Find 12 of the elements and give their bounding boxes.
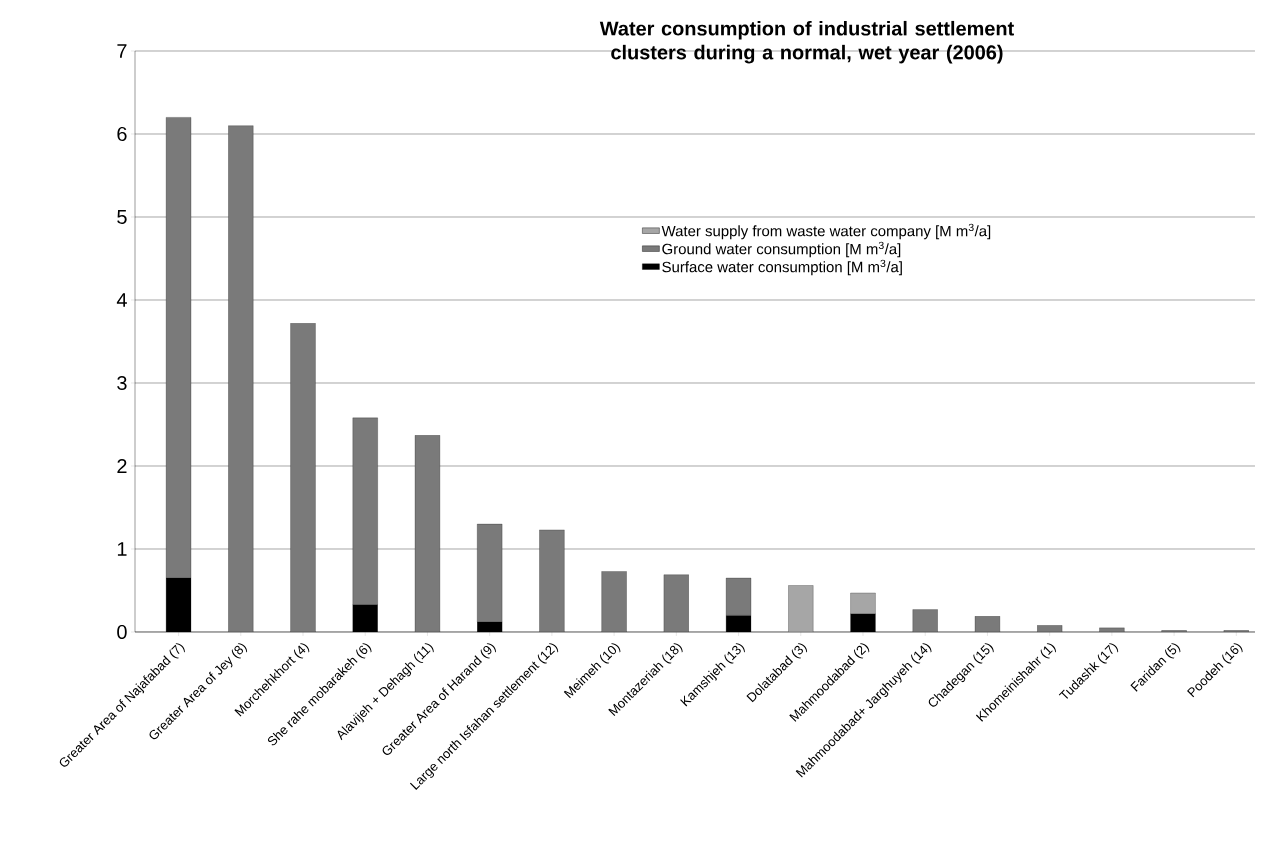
- chart-title: Water consumption of industrial settlement clusters during a normal, wet year (2006): [599, 20, 1014, 64]
- y-tick-label: 0: [117, 624, 127, 640]
- y-tick-label: 5: [117, 210, 127, 224]
- legend-label: Ground water consumption [M m$^{3}$/a]: [662, 241, 901, 258]
- y-tick-label: 7: [117, 44, 127, 58]
- y-tick-label: 1: [117, 542, 127, 556]
- y-tick-label: 6: [117, 126, 127, 142]
- legend-label: Surface water consumption [M m$^{3}$/a]: [662, 259, 902, 276]
- legend-label: Water supply from waste water company [M m$^{3}$/a]: [661, 223, 991, 240]
- y-tick-label: 4: [116, 293, 127, 307]
- y-tick-label: 2: [117, 459, 127, 473]
- y-tick-label: 3: [117, 375, 127, 391]
